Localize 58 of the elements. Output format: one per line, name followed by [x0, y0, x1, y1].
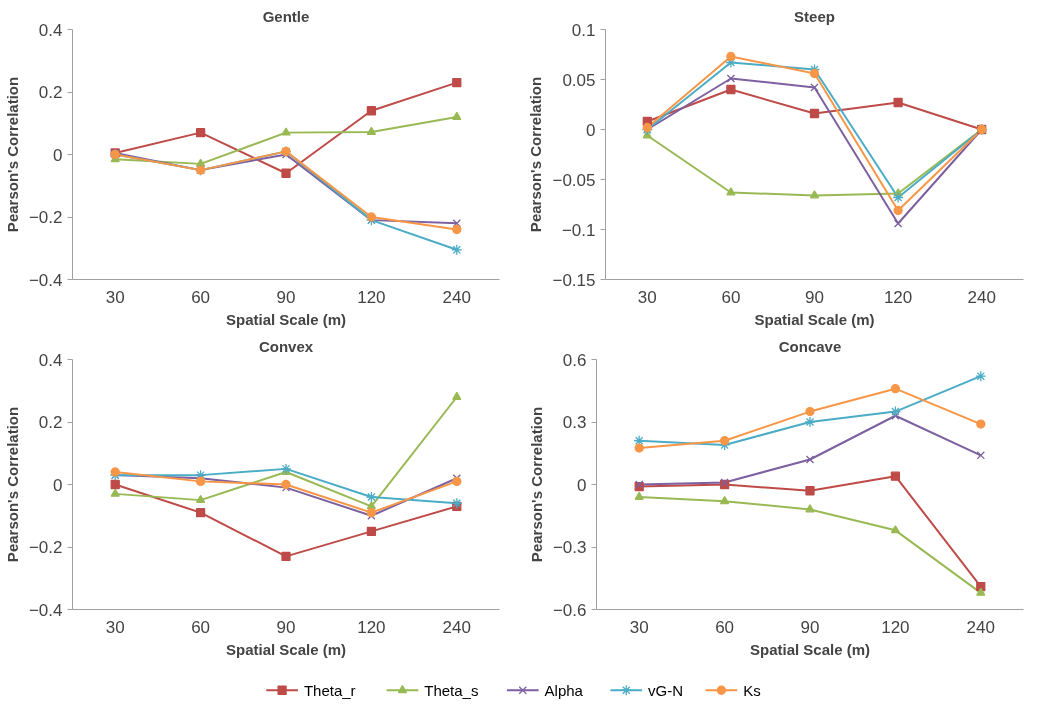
legend-label: Theta_s [424, 681, 479, 699]
y-tick-label: 0 [586, 120, 596, 140]
y-tick-label: −0.15 [552, 270, 596, 290]
y-tick-label: 0 [577, 475, 587, 495]
x-tick-label: 30 [629, 617, 649, 637]
x-tick-label: 90 [276, 617, 296, 637]
x-tick-label: 120 [357, 287, 386, 307]
x-tick-label: 30 [637, 287, 657, 307]
y-tick-label: 0.4 [38, 350, 63, 370]
x-tick-label: 120 [881, 617, 910, 637]
y-axis-title: Pearson's Correlation [3, 406, 21, 563]
y-tick-label: 0.1 [571, 20, 596, 40]
legend-label: Alpha [544, 681, 584, 699]
legend-label: Theta_r [303, 681, 356, 699]
y-tick-label: −0.6 [552, 600, 587, 620]
x-axis-title: Spatial Scale (m) [225, 640, 347, 658]
chart-title: Convex [258, 337, 314, 355]
y-tick-label: 0 [53, 475, 63, 495]
y-axis-title: Pearson's Correlation [527, 76, 545, 233]
chart-title: Gentle [262, 7, 310, 25]
y-tick-label: 0.05 [562, 70, 596, 90]
y-tick-label: 0 [53, 145, 63, 165]
x-tick-label: 60 [191, 287, 211, 307]
y-tick-label: −0.3 [552, 538, 587, 557]
x-axis-title: Spatial Scale (m) [754, 310, 875, 328]
y-tick-label: −0.4 [28, 600, 63, 620]
x-tick-label: 120 [357, 617, 386, 637]
chart-title: Concave [778, 337, 842, 355]
y-tick-label: 0.6 [562, 350, 587, 370]
y-axis-title: Pearson's Correlation [3, 76, 21, 233]
x-tick-label: 30 [105, 617, 125, 637]
y-tick-label: 0.4 [38, 20, 63, 40]
chart-title: Steep [794, 7, 835, 25]
x-tick-label: 240 [966, 617, 995, 637]
y-tick-label: −0.2 [28, 538, 63, 557]
y-axis-title: Pearson's Correlation [527, 406, 545, 563]
x-tick-label: 90 [800, 617, 820, 637]
x-tick-label: 30 [105, 287, 125, 307]
legend-label: Ks [743, 681, 761, 699]
x-tick-label: 90 [805, 287, 824, 307]
x-tick-label: 240 [442, 287, 471, 307]
y-tick-label: −0.1 [561, 220, 596, 240]
x-axis-title: Spatial Scale (m) [749, 640, 871, 658]
x-tick-label: 60 [721, 287, 741, 307]
y-tick-label: −0.2 [28, 208, 63, 227]
x-tick-label: 240 [442, 617, 471, 637]
legend-label: vG-N [648, 681, 684, 699]
y-tick-label: 0.2 [38, 83, 63, 102]
x-tick-label: 60 [715, 617, 735, 637]
y-tick-label: −0.05 [552, 170, 596, 190]
x-tick-label: 240 [967, 287, 996, 307]
x-tick-label: 120 [883, 287, 913, 307]
y-tick-label: 0.3 [562, 413, 587, 432]
y-tick-label: 0.2 [38, 413, 63, 432]
x-tick-label: 60 [191, 617, 211, 637]
x-tick-label: 90 [276, 287, 296, 307]
x-axis-title: Spatial Scale (m) [225, 310, 347, 328]
y-tick-label: −0.4 [28, 270, 63, 290]
